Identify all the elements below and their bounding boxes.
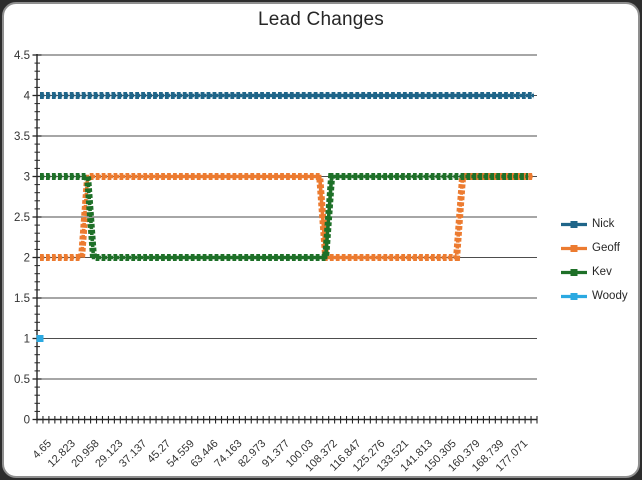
- legend-label: Geoff: [592, 242, 620, 254]
- legend-item-geoff: Geoff: [561, 236, 628, 260]
- legend-label: Kev: [592, 266, 612, 278]
- legend-label: Nick: [592, 218, 615, 230]
- legend: Nick Geoff Kev Woody: [561, 212, 628, 308]
- legend-item-kev: Kev: [561, 260, 628, 284]
- chart-title: Lead Changes: [257, 9, 384, 30]
- legend-swatch-icon: [561, 292, 587, 300]
- legend-item-nick: Nick: [561, 212, 628, 236]
- legend-swatch-icon: [561, 220, 587, 228]
- legend-swatch-icon: [561, 268, 587, 276]
- legend-swatch-icon: [561, 244, 587, 252]
- legend-item-woody: Woody: [561, 284, 628, 308]
- legend-label: Woody: [592, 290, 628, 302]
